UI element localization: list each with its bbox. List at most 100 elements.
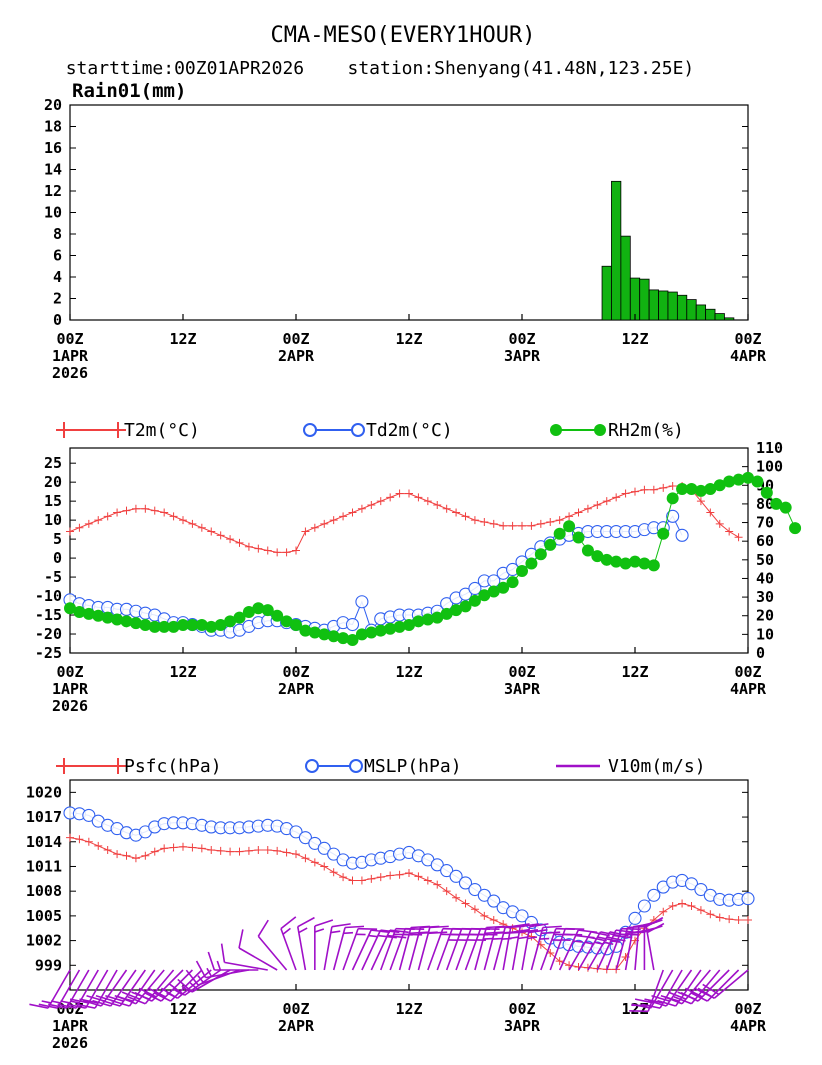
t2m-marker: [480, 518, 489, 527]
psfc-marker: [348, 876, 357, 885]
rain-bar: [676, 294, 688, 321]
legend-mslp-marker: [349, 759, 363, 773]
wind-barb-feather: [387, 934, 407, 939]
wind-barb-staff: [455, 928, 472, 971]
wind-barb-feather: [629, 1010, 649, 1013]
t2m-marker: [179, 516, 187, 525]
y-tick-label: 14: [44, 161, 62, 179]
wind-barb-staff: [577, 931, 602, 971]
t2m-line: [69, 485, 739, 553]
rh2m-marker: [506, 576, 519, 589]
rh2m-marker: [629, 555, 641, 568]
wind-barb-staff: [323, 926, 333, 971]
y-tick-label: 25: [44, 454, 62, 472]
rh2m-marker: [619, 557, 632, 570]
wind-barb-feather: [207, 951, 216, 971]
t2m-marker: [66, 527, 74, 536]
legend-mslp-marker: [305, 759, 319, 773]
td2m-marker: [458, 587, 473, 601]
rh2m-marker: [337, 632, 350, 645]
t2m-marker: [621, 489, 630, 498]
psfc-marker: [395, 870, 404, 879]
wind-barb-feather: [111, 999, 130, 1007]
y-tick-label: 10: [44, 511, 62, 529]
y-tick-label: 70: [756, 514, 774, 532]
y-tick-label: 5: [53, 530, 62, 548]
t2m-marker: [423, 497, 432, 506]
rain-bar: [620, 235, 631, 321]
wind-barb: [645, 916, 665, 971]
psfc-marker: [367, 874, 376, 883]
wind-barb-feather: [86, 994, 105, 1002]
t2m-marker: [489, 519, 498, 528]
wind-barb: [647, 969, 693, 1007]
wind-barb-staff: [160, 969, 193, 1002]
psfc-marker: [84, 837, 93, 846]
pressure-series: [63, 806, 755, 974]
y-tick-label: -25: [35, 644, 62, 662]
wind-barb-feather: [508, 936, 519, 940]
psfc-marker: [301, 854, 310, 863]
psfc-marker: [263, 846, 272, 854]
wind-barb-staff: [634, 926, 640, 971]
wind-barb-feather: [101, 999, 121, 1007]
wind-barb-feather: [127, 995, 146, 1005]
t2m-marker: [254, 544, 263, 553]
t2m-marker: [84, 519, 93, 528]
wind-barb: [323, 923, 351, 971]
rh2m-marker: [139, 619, 152, 632]
legend-td2m-label: Td2m(°C): [366, 420, 453, 441]
wind-barb-staff: [605, 928, 623, 971]
rh2m-marker: [497, 581, 510, 594]
t2m-marker: [659, 483, 668, 492]
legend-t2m: T2m(°C): [56, 420, 200, 441]
wind-barb-staff: [370, 929, 391, 971]
rh2m-marker: [638, 557, 651, 570]
wind-barb: [207, 951, 259, 971]
mslp-marker: [647, 888, 661, 902]
wind-barb-staff: [675, 969, 702, 1007]
wind-barb-feather: [684, 987, 703, 998]
psfc-marker: [141, 851, 150, 860]
t2m-marker: [536, 519, 545, 528]
rh2m-marker: [581, 544, 594, 557]
psfc-marker: [357, 876, 366, 885]
psfc-marker: [480, 911, 489, 920]
rh2m-marker: [487, 585, 500, 598]
psfc-marker: [339, 873, 348, 882]
wind-barb-feather: [541, 931, 561, 935]
t2m-marker: [169, 512, 178, 521]
t2m-marker: [292, 546, 300, 555]
t2m-marker: [263, 546, 272, 555]
wind-barb: [296, 916, 315, 971]
td2m-marker: [345, 617, 360, 632]
y-tick-label: 80: [756, 495, 774, 513]
wind-barb-feather: [673, 995, 692, 1005]
mslp-marker: [637, 899, 651, 913]
legend-rh2m: RH2m(%): [550, 420, 684, 441]
wind-barb-staff: [100, 969, 128, 1007]
wind-barb-feather: [528, 929, 548, 934]
wind-barb: [195, 960, 250, 979]
wind-barb: [568, 931, 610, 971]
wind-barb-staff: [119, 969, 146, 1007]
y-tick-label: 8: [53, 225, 62, 243]
x-tick-label: 12Z: [621, 1000, 648, 1018]
y-tick-label: 10: [756, 625, 774, 643]
t2m-marker: [348, 508, 357, 517]
wind-barb-feather: [330, 930, 341, 934]
x-tick-label: 3APR: [504, 347, 541, 365]
psfc-marker: [423, 876, 432, 885]
rh2m-marker: [516, 565, 528, 577]
mslp-marker: [741, 892, 755, 906]
psfc-marker: [169, 843, 178, 852]
t2m-marker: [103, 512, 112, 521]
wind-barb-staff: [408, 927, 422, 971]
y-tick-label: 60: [756, 532, 774, 550]
wind-barb-feather: [645, 916, 664, 928]
rh2m-marker: [393, 620, 406, 633]
psfc-marker: [310, 858, 319, 867]
wind-barb-feather: [634, 998, 654, 1004]
